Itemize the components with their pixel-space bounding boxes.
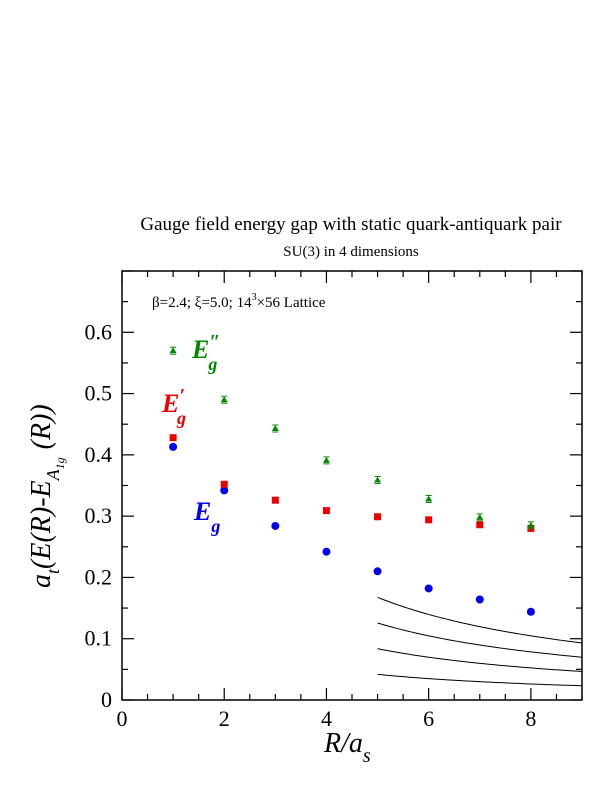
point-e-g-prime xyxy=(476,521,484,529)
y-tick-label: 0.6 xyxy=(85,319,113,344)
reference-curve-n2 xyxy=(377,648,583,672)
point-e-g xyxy=(220,486,229,495)
y-axis-label: at(E(R)-EA1g(R)) xyxy=(26,404,67,588)
reference-curve-n1 xyxy=(377,673,583,687)
chart-subtitle: SU(3) in 4 dimensions xyxy=(283,244,419,260)
series-label-e-g-prime: E′ g xyxy=(161,385,186,428)
lattice-annotation: β=2.4; ξ=5.0; 143×56 Lattice xyxy=(152,292,326,311)
x-tick-label: 4 xyxy=(321,706,332,731)
y-tick-label: 0.2 xyxy=(85,564,113,589)
reference-curve-n3 xyxy=(377,622,583,658)
data-points xyxy=(169,346,535,616)
point-e-g-double-prime xyxy=(425,495,433,502)
x-tick-label: 2 xyxy=(219,706,230,731)
point-e-g xyxy=(373,567,382,576)
point-e-g-double-prime xyxy=(527,521,535,528)
y-tick-label: 0.3 xyxy=(85,503,113,528)
point-e-g-double-prime xyxy=(271,425,279,432)
chart-title: Gauge field energy gap with static quark… xyxy=(140,214,562,235)
y-tick-label: 0.4 xyxy=(85,442,113,467)
point-e-g xyxy=(475,595,484,604)
point-e-g-prime xyxy=(425,516,433,524)
point-e-g-double-prime xyxy=(476,513,484,520)
point-e-g-double-prime xyxy=(169,347,177,354)
point-e-g xyxy=(271,521,280,530)
point-e-g-prime xyxy=(374,513,382,521)
point-e-g-double-prime xyxy=(374,476,382,483)
reference-curves xyxy=(377,596,583,687)
point-e-g-prime xyxy=(169,434,177,442)
point-e-g-double-prime xyxy=(322,456,330,463)
y-tick-label: 0.1 xyxy=(85,626,113,651)
point-e-g xyxy=(322,547,331,556)
point-e-g-double-prime xyxy=(220,396,228,403)
series-label-e-g-double-prime: E″ g xyxy=(191,331,220,374)
series-label-e-g: Eg xyxy=(193,497,220,536)
point-e-g xyxy=(169,442,178,451)
reference-curve-n4 xyxy=(377,596,583,644)
x-tick-label: 8 xyxy=(525,706,536,731)
point-e-g xyxy=(526,607,535,616)
x-tick-label: 6 xyxy=(423,706,434,731)
axis-ticks: 0 2 4 6 8 0 0.1 0.2 0.3 0.4 0.5 0.6 xyxy=(85,270,583,731)
point-e-g xyxy=(424,584,433,593)
point-e-g-prime xyxy=(322,507,330,515)
x-axis-label: R/as xyxy=(323,728,371,767)
point-e-g-prime xyxy=(220,480,228,488)
point-e-g-prime xyxy=(271,496,279,504)
plot-frame xyxy=(121,270,583,701)
y-tick-label: 0.5 xyxy=(85,381,113,406)
x-tick-label: 0 xyxy=(117,706,128,731)
y-tick-label: 0 xyxy=(101,687,112,712)
